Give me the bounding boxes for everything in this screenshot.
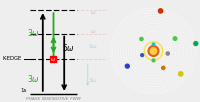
Text: $\omega$: $\omega$ — [90, 9, 96, 16]
Text: PHASE INSENSITIVE FWM: PHASE INSENSITIVE FWM — [26, 97, 81, 101]
Circle shape — [173, 37, 177, 40]
Bar — [50, 56, 56, 62]
Circle shape — [166, 52, 169, 55]
Circle shape — [148, 46, 159, 56]
Text: 1s: 1s — [20, 88, 27, 93]
Circle shape — [150, 48, 157, 54]
Circle shape — [125, 64, 129, 68]
Circle shape — [179, 72, 183, 76]
Text: $5\omega$: $5\omega$ — [88, 42, 98, 50]
Text: $3\omega$: $3\omega$ — [88, 76, 98, 84]
Text: $3\omega$: $3\omega$ — [27, 73, 40, 84]
Circle shape — [152, 43, 155, 46]
Text: $\omega$: $\omega$ — [90, 28, 96, 35]
Circle shape — [162, 66, 165, 69]
Text: $\omega$: $\omega$ — [50, 56, 56, 63]
Circle shape — [140, 37, 143, 41]
Circle shape — [194, 42, 198, 45]
Circle shape — [152, 59, 155, 62]
Circle shape — [141, 54, 144, 57]
Text: $5\omega$: $5\omega$ — [62, 42, 75, 53]
Text: $3\omega$: $3\omega$ — [27, 27, 40, 38]
Circle shape — [158, 9, 163, 13]
Text: K-EDGE: K-EDGE — [2, 56, 21, 61]
